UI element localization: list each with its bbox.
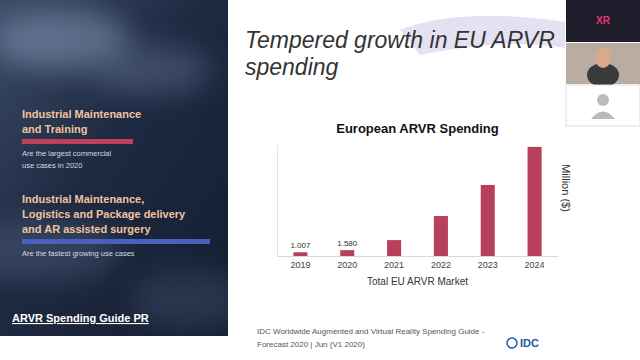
logo-mark bbox=[507, 338, 517, 348]
x-tick: 2024 bbox=[525, 256, 545, 270]
link[interactable]: ARVR Spending Guide PR bbox=[12, 312, 149, 324]
person-head bbox=[595, 48, 611, 68]
highlight-heading: Industrial Maintenance bbox=[22, 108, 141, 120]
x-axis-line bbox=[278, 256, 559, 257]
x-tick-label: 2024 bbox=[525, 260, 545, 270]
bar bbox=[434, 216, 448, 256]
slide: Industrial Maintenance and Training Are th… bbox=[0, 0, 640, 360]
data-label: 1.007 bbox=[290, 241, 311, 250]
chart-title: European ARVR Spending bbox=[336, 121, 499, 136]
badge: XR bbox=[596, 15, 611, 26]
x-tick-label: 2021 bbox=[384, 260, 404, 270]
video-tile bbox=[566, 85, 640, 126]
highlight-text: use cases in 2020 bbox=[22, 161, 82, 170]
data-label: 1.580 bbox=[337, 239, 358, 248]
source-note: IDC Worldwide Augmented and Virtual Real… bbox=[257, 327, 485, 336]
highlight-bar bbox=[22, 139, 133, 144]
y-axis-title: Million ($) bbox=[560, 164, 572, 212]
bar bbox=[293, 252, 307, 256]
x-tick: 2019 bbox=[290, 256, 310, 270]
x-tick-label: 2023 bbox=[478, 260, 498, 270]
x-tick: 2021 bbox=[384, 256, 404, 270]
bars bbox=[293, 147, 541, 256]
highlight-text: Are the largest commercial bbox=[22, 149, 112, 158]
y-axis-line bbox=[277, 146, 278, 257]
x-tick: 2020 bbox=[337, 256, 357, 270]
x-tick-label: 2022 bbox=[431, 260, 451, 270]
x-axis-title: Total EU ARVR Market bbox=[367, 276, 468, 287]
highlight-heading: and AR assisted surgery bbox=[22, 223, 151, 235]
highlight-heading: Industrial Maintenance, bbox=[22, 193, 144, 205]
slide-title: spending bbox=[245, 54, 339, 80]
source-note: Forecast 2020 | Jun (V1 2020) bbox=[257, 340, 365, 349]
highlight-heading: Logistics and Package delivery bbox=[22, 208, 186, 220]
bar bbox=[528, 147, 542, 256]
avatar-head bbox=[597, 94, 609, 106]
video-tile bbox=[566, 0, 640, 42]
highlight-heading: and Training bbox=[22, 123, 87, 135]
x-tick: 2023 bbox=[478, 256, 498, 270]
bar bbox=[387, 240, 401, 256]
y-axis bbox=[277, 146, 278, 257]
x-tick-label: 2019 bbox=[290, 260, 310, 270]
slide-title: Tempered growth in EU ARVR bbox=[245, 27, 555, 53]
highlight-text: Are the fastest growing use cases bbox=[22, 249, 135, 258]
x-axis: 2019 2020 2021 2022 2023 2024 bbox=[278, 256, 559, 270]
x-tick: 2022 bbox=[431, 256, 451, 270]
x-tick-label: 2020 bbox=[337, 260, 357, 270]
highlight-bar bbox=[22, 239, 210, 244]
bar bbox=[340, 250, 354, 256]
avatar-body bbox=[591, 112, 615, 120]
left-panel bbox=[0, 0, 228, 336]
bar bbox=[481, 185, 495, 256]
smoke bbox=[90, 45, 210, 95]
logo: IDC bbox=[520, 337, 539, 349]
